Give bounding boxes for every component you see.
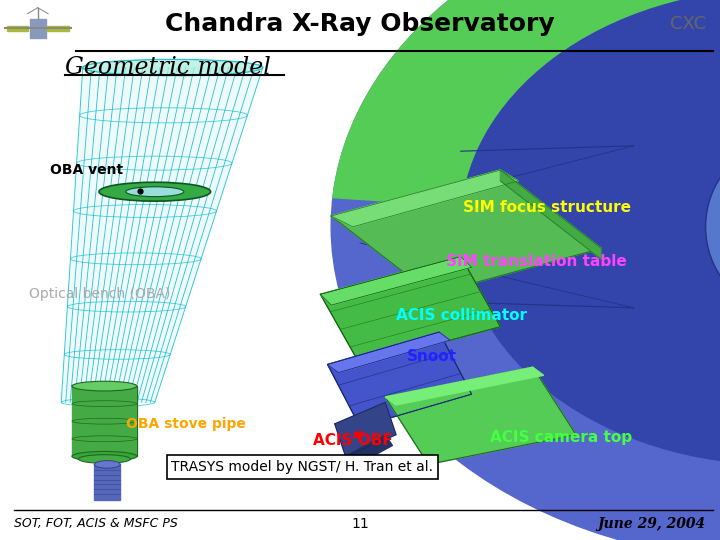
Text: Chandra X-Ray Observatory: Chandra X-Ray Observatory [165, 12, 555, 36]
Text: Snoot: Snoot [407, 349, 456, 364]
Text: ACIS collimator: ACIS collimator [396, 308, 527, 323]
Polygon shape [385, 367, 544, 405]
Ellipse shape [706, 146, 720, 308]
Text: OBA stove pipe: OBA stove pipe [126, 417, 246, 431]
Text: SIM translation table: SIM translation table [446, 254, 627, 269]
Polygon shape [320, 256, 472, 305]
Text: ACIS camera top: ACIS camera top [490, 430, 631, 445]
Text: Optical bench (OBA): Optical bench (OBA) [29, 287, 170, 301]
Polygon shape [385, 367, 576, 464]
Text: SOT, FOT, ACIS & MSFC PS: SOT, FOT, ACIS & MSFC PS [14, 517, 178, 530]
Wedge shape [333, 0, 720, 227]
Polygon shape [61, 68, 263, 402]
Polygon shape [500, 170, 601, 259]
Wedge shape [331, 0, 720, 540]
Text: June 29, 2004: June 29, 2004 [598, 517, 706, 531]
Text: SIM focus structure: SIM focus structure [463, 200, 631, 215]
Wedge shape [461, 0, 720, 464]
Ellipse shape [72, 381, 137, 391]
Ellipse shape [78, 455, 130, 463]
Polygon shape [346, 435, 392, 467]
Polygon shape [320, 256, 500, 365]
Text: OBA vent: OBA vent [50, 163, 124, 177]
Text: ACIS OBF: ACIS OBF [313, 433, 393, 448]
Ellipse shape [94, 461, 120, 468]
Polygon shape [331, 170, 601, 294]
Ellipse shape [72, 451, 137, 461]
Ellipse shape [83, 59, 263, 76]
Text: TRASYS model by NGST/ H. Tran et al.: TRASYS model by NGST/ H. Tran et al. [171, 460, 433, 474]
Polygon shape [94, 464, 120, 500]
Ellipse shape [99, 183, 211, 201]
Polygon shape [328, 332, 472, 427]
Polygon shape [72, 386, 137, 456]
Polygon shape [331, 170, 518, 227]
Ellipse shape [126, 187, 184, 197]
Text: CXC: CXC [670, 15, 706, 33]
Polygon shape [328, 332, 450, 373]
Polygon shape [335, 402, 396, 456]
Text: Geometric model: Geometric model [65, 56, 271, 79]
Text: 11: 11 [351, 517, 369, 531]
